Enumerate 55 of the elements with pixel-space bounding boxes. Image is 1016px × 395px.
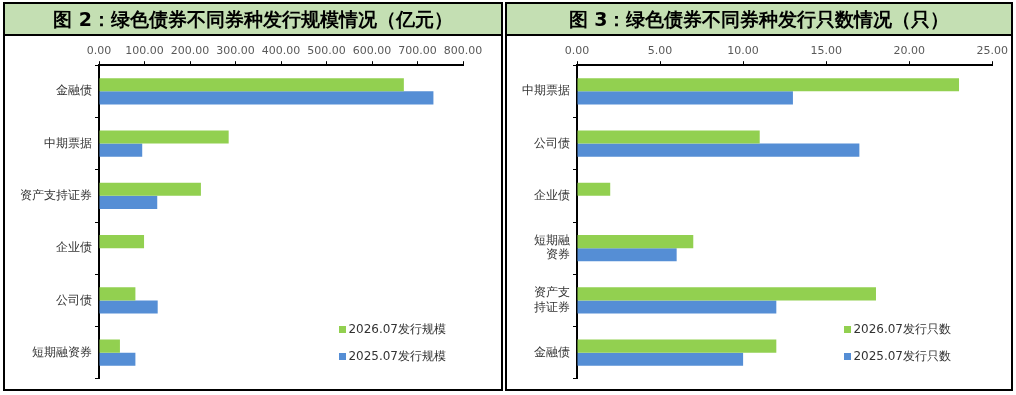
bar bbox=[577, 143, 860, 157]
y-tick-label: 中期票据 bbox=[44, 135, 92, 150]
bar bbox=[577, 91, 793, 105]
x-tick-label: 100.00 bbox=[125, 44, 164, 58]
bar bbox=[99, 91, 434, 105]
x-tick-label: 400.00 bbox=[261, 44, 301, 58]
bar bbox=[577, 300, 777, 314]
y-tick-label: 公司债 bbox=[56, 292, 92, 307]
bar bbox=[577, 182, 611, 196]
x-tick-label: 10.00 bbox=[727, 44, 759, 58]
x-tick-label: 5.00 bbox=[647, 44, 673, 58]
bar bbox=[99, 78, 404, 92]
bar bbox=[99, 130, 229, 144]
chart-title: 图 2：绿色债券不同券种发行规模情况（亿元） bbox=[5, 4, 501, 36]
y-tick-label: 资产支持证券 bbox=[20, 187, 92, 202]
x-tick-label: 0.00 bbox=[86, 44, 112, 58]
bar bbox=[99, 235, 145, 249]
x-tick-label: 800.00 bbox=[443, 44, 483, 58]
legend-label: 2025.07发行只数 bbox=[852, 348, 951, 365]
x-tick-label: 0.00 bbox=[564, 44, 590, 58]
bar bbox=[577, 352, 744, 366]
y-tick-label: 企业债 bbox=[534, 187, 570, 202]
y-tick-label: 金融债 bbox=[56, 83, 92, 98]
x-tick-label: 200.00 bbox=[170, 44, 210, 58]
y-tick-label: 短期融资券 bbox=[534, 233, 570, 262]
bar bbox=[577, 287, 876, 301]
x-tick-label: 500.00 bbox=[307, 44, 346, 58]
chart-title: 图 3：绿色债券不同券种发行只数情况（只） bbox=[507, 4, 1011, 36]
bar bbox=[577, 78, 960, 92]
bar bbox=[577, 339, 777, 353]
x-tick-label: 700.00 bbox=[398, 44, 437, 58]
bar bbox=[577, 235, 694, 249]
bar bbox=[99, 339, 120, 353]
bar bbox=[99, 300, 158, 314]
bar bbox=[577, 130, 760, 144]
x-tick-label: 20.00 bbox=[893, 44, 925, 58]
legend-label: 2025.07发行规模 bbox=[347, 348, 446, 365]
bar bbox=[99, 195, 158, 209]
bar bbox=[99, 182, 201, 196]
y-tick-label: 资产支持证券 bbox=[534, 285, 570, 314]
legend-label: 2026.07发行只数 bbox=[852, 321, 951, 338]
x-tick-label: 25.00 bbox=[976, 44, 1008, 58]
x-tick-label: 300.00 bbox=[216, 44, 255, 58]
y-tick-label: 企业债 bbox=[56, 240, 92, 255]
x-tick-label: 15.00 bbox=[810, 44, 842, 58]
y-tick-label: 中期票据 bbox=[522, 83, 570, 98]
bar bbox=[99, 352, 136, 366]
bar bbox=[99, 143, 143, 157]
y-tick-label: 金融债 bbox=[534, 344, 570, 359]
y-tick-label: 公司债 bbox=[534, 135, 570, 150]
bar bbox=[99, 287, 136, 301]
legend-label: 2026.07发行规模 bbox=[347, 321, 446, 338]
x-tick-label: 600.00 bbox=[352, 44, 392, 58]
bar bbox=[577, 248, 677, 262]
y-tick-label: 短期融资券 bbox=[32, 344, 92, 359]
